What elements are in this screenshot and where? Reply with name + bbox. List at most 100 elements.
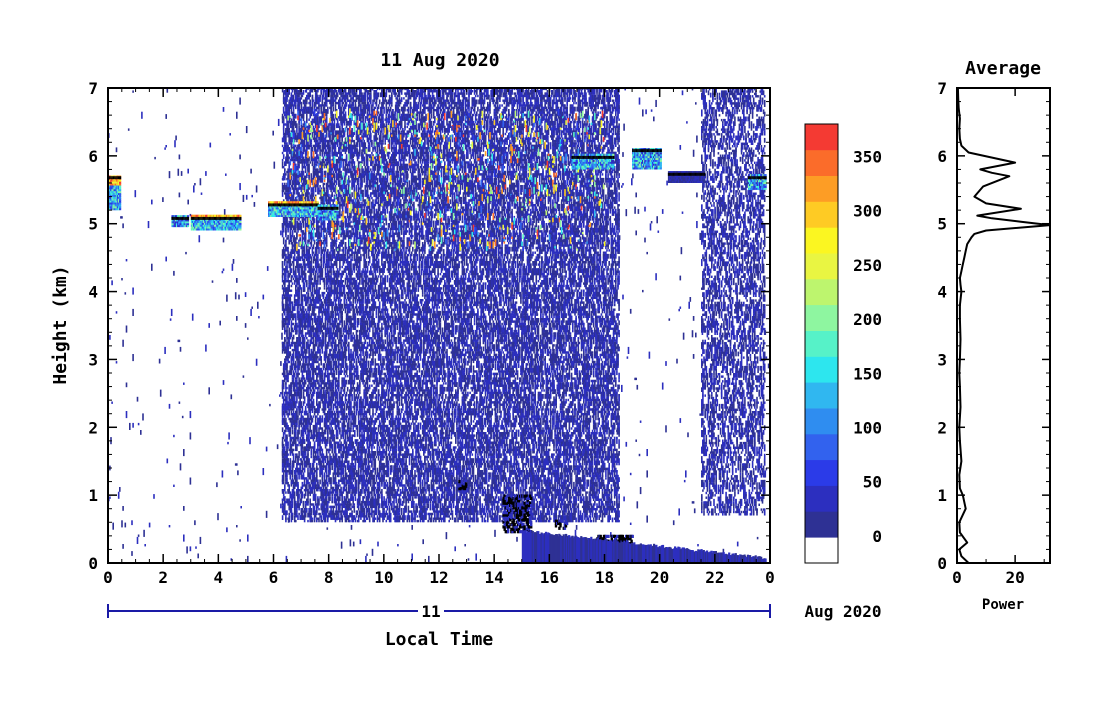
heatmap-cell (283, 444, 285, 446)
heatmap-cell (341, 104, 343, 106)
heatmap-cell (292, 233, 294, 235)
heatmap-cell (296, 330, 298, 332)
heatmap-cell (343, 161, 345, 168)
heatmap-cell (305, 406, 307, 411)
heatmap-cell (312, 518, 314, 520)
heatmap-cell (290, 432, 292, 434)
heatmap-cell (337, 278, 339, 280)
heatmap-cell (282, 152, 284, 154)
heatmap-cell (312, 470, 314, 472)
heatmap-cell (286, 434, 288, 439)
heatmap-cell (331, 344, 333, 346)
heatmap-cell (347, 387, 349, 392)
heatmap-cell (344, 230, 346, 232)
heatmap-cell (297, 418, 299, 420)
heatmap-cell (288, 361, 290, 363)
heatmap-cell (333, 313, 335, 318)
heatmap-cell (284, 484, 286, 491)
heatmap-cell (298, 273, 300, 275)
heatmap-cell (314, 442, 316, 449)
heatmap-cell (301, 385, 303, 387)
heatmap-cell (338, 199, 340, 201)
heatmap-cell (341, 197, 343, 199)
heatmap-cell (333, 247, 335, 249)
heatmap-cell (301, 102, 303, 107)
heatmap-cell (285, 430, 287, 432)
heatmap-cell (328, 309, 330, 311)
heatmap-cell (339, 484, 341, 486)
heatmap-cell (320, 299, 322, 301)
heatmap-cell (340, 152, 342, 154)
heatmap-cell (283, 154, 285, 159)
heatmap-cell (291, 142, 293, 147)
heatmap-cell (293, 330, 295, 332)
heatmap-cell (309, 442, 311, 444)
heatmap-cell (341, 515, 343, 522)
heatmap-cell (303, 392, 305, 397)
heatmap-cell (303, 90, 305, 95)
heatmap-cell (339, 427, 341, 432)
heatmap-cell (323, 368, 325, 370)
heatmap-cell (318, 109, 320, 111)
heatmap-cell (335, 351, 337, 353)
heatmap-cell (327, 430, 329, 435)
heatmap-cell (329, 358, 331, 360)
heatmap-cell (290, 434, 292, 436)
heatmap-cell (343, 240, 345, 242)
heatmap-cell (319, 280, 321, 282)
heatmap-cell (311, 430, 313, 432)
heatmap-cell (304, 396, 306, 398)
heatmap-cell (312, 147, 314, 149)
heatmap-cell (286, 394, 288, 396)
heatmap-cell (309, 484, 311, 486)
heatmap-cell (313, 415, 315, 417)
heatmap-cell (344, 121, 346, 123)
heatmap-cell (336, 453, 338, 455)
heatmap-cell (338, 271, 340, 273)
heatmap-cell (315, 313, 317, 315)
heatmap-cell (319, 145, 321, 147)
heatmap-cell (318, 499, 320, 506)
heatmap-cell (306, 337, 308, 339)
heatmap-cell (306, 358, 308, 360)
heatmap-cell (283, 304, 285, 306)
heatmap-cell (314, 472, 316, 474)
heatmap-cell (313, 192, 315, 194)
heatmap-cell (329, 154, 331, 156)
heatmap-cell (312, 254, 314, 256)
heatmap-cell (286, 328, 288, 333)
heatmap-cell (291, 290, 293, 292)
heatmap-cell (319, 95, 321, 97)
heatmap-cell (303, 280, 305, 282)
heatmap-cell (285, 382, 287, 384)
heatmap-cell (339, 247, 341, 252)
heatmap-cell (291, 389, 293, 394)
heatmap-cell (326, 233, 328, 235)
heatmap-cell (347, 375, 349, 377)
heatmap-cell (344, 290, 346, 292)
heatmap-cell (316, 472, 318, 477)
heatmap-cell (305, 268, 307, 270)
heatmap-cell (315, 316, 317, 318)
heatmap-cell (340, 328, 342, 330)
heatmap-cell (317, 482, 319, 484)
heatmap-cell (307, 190, 309, 192)
heatmap-cell (298, 311, 300, 313)
heatmap-cell (317, 413, 319, 415)
heatmap-cell (345, 242, 347, 247)
heatmap-cell (331, 501, 333, 503)
heatmap-cell (313, 244, 315, 249)
heatmap-cell (314, 518, 316, 520)
heatmap-cell (347, 432, 349, 434)
heatmap-cell (337, 406, 339, 411)
heatmap-cell (312, 95, 314, 100)
heatmap-cell (314, 128, 316, 130)
heatmap-cell (298, 164, 300, 166)
heatmap-cell (320, 247, 322, 249)
heatmap-cell (328, 392, 330, 394)
heatmap-cell (296, 323, 298, 325)
heatmap-cell (283, 166, 285, 168)
heatmap-cell (320, 368, 322, 370)
heatmap-cell (330, 480, 332, 485)
heatmap-cell (328, 451, 330, 453)
